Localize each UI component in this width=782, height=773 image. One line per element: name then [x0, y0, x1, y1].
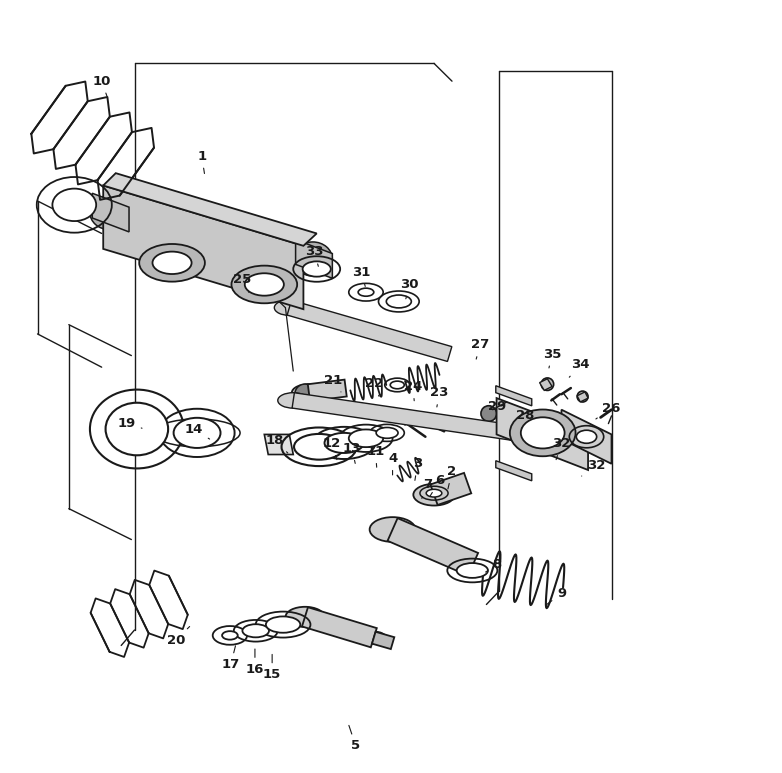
Ellipse shape — [294, 434, 344, 460]
Polygon shape — [497, 398, 588, 470]
Text: 9: 9 — [546, 587, 566, 605]
Polygon shape — [92, 193, 129, 232]
Ellipse shape — [349, 430, 383, 447]
Ellipse shape — [358, 288, 374, 296]
Text: 22: 22 — [364, 377, 383, 397]
Text: 21: 21 — [324, 374, 343, 392]
Text: 30: 30 — [400, 278, 419, 299]
Circle shape — [282, 266, 294, 278]
Text: 26: 26 — [596, 402, 621, 419]
Ellipse shape — [414, 484, 454, 506]
Ellipse shape — [274, 300, 304, 315]
Polygon shape — [496, 461, 532, 481]
Polygon shape — [540, 379, 552, 390]
Ellipse shape — [106, 403, 168, 455]
Text: 35: 35 — [543, 348, 561, 368]
Text: 24: 24 — [404, 380, 422, 400]
Text: 18: 18 — [265, 434, 288, 453]
Polygon shape — [103, 186, 303, 309]
Circle shape — [541, 378, 554, 390]
Circle shape — [120, 196, 133, 209]
Polygon shape — [296, 240, 332, 278]
Ellipse shape — [139, 244, 205, 281]
Text: 16: 16 — [246, 649, 264, 676]
Text: 17: 17 — [221, 645, 240, 671]
Ellipse shape — [303, 261, 331, 277]
Ellipse shape — [285, 607, 325, 627]
Polygon shape — [561, 410, 612, 464]
Text: 19: 19 — [117, 417, 142, 430]
Polygon shape — [308, 380, 346, 401]
Text: 28: 28 — [516, 410, 535, 429]
Ellipse shape — [231, 266, 297, 303]
Text: 2: 2 — [447, 465, 457, 489]
Text: 23: 23 — [430, 386, 449, 407]
Polygon shape — [103, 173, 317, 246]
Text: 3: 3 — [413, 458, 422, 480]
Ellipse shape — [390, 381, 404, 389]
Text: 12: 12 — [322, 438, 341, 460]
Polygon shape — [292, 393, 515, 441]
Text: 32: 32 — [582, 459, 605, 476]
Text: 25: 25 — [233, 274, 252, 292]
Text: 34: 34 — [569, 359, 590, 377]
Text: 31: 31 — [352, 266, 371, 287]
Text: 27: 27 — [471, 339, 490, 359]
Text: 20: 20 — [167, 627, 189, 646]
Ellipse shape — [278, 393, 309, 408]
Text: 33: 33 — [305, 246, 324, 267]
Ellipse shape — [325, 433, 364, 453]
Text: 10: 10 — [92, 75, 111, 97]
Text: 11: 11 — [366, 445, 385, 467]
Ellipse shape — [362, 632, 386, 644]
Text: 5: 5 — [349, 725, 361, 752]
Polygon shape — [496, 386, 532, 406]
Ellipse shape — [242, 624, 269, 637]
Text: 4: 4 — [388, 452, 397, 475]
Text: 1: 1 — [197, 150, 206, 173]
Ellipse shape — [457, 563, 488, 578]
Ellipse shape — [370, 517, 415, 542]
Text: 15: 15 — [263, 655, 282, 681]
Text: 14: 14 — [185, 423, 210, 439]
Polygon shape — [388, 518, 478, 576]
Ellipse shape — [510, 410, 576, 456]
Ellipse shape — [52, 189, 96, 221]
Text: 7: 7 — [421, 478, 432, 499]
Ellipse shape — [245, 273, 284, 296]
Text: 8: 8 — [486, 558, 502, 572]
Ellipse shape — [174, 418, 221, 448]
Ellipse shape — [222, 631, 238, 639]
Circle shape — [120, 224, 133, 237]
Ellipse shape — [90, 196, 129, 230]
Polygon shape — [287, 300, 452, 362]
Text: 6: 6 — [430, 475, 444, 496]
Ellipse shape — [152, 252, 192, 274]
Polygon shape — [264, 434, 293, 455]
Text: 32: 32 — [552, 438, 571, 460]
Polygon shape — [430, 473, 472, 505]
Text: 29: 29 — [488, 400, 507, 419]
Circle shape — [577, 391, 588, 402]
Text: 13: 13 — [343, 442, 361, 463]
Ellipse shape — [386, 295, 411, 308]
Circle shape — [282, 237, 294, 250]
Polygon shape — [372, 632, 394, 649]
Polygon shape — [302, 608, 377, 647]
Circle shape — [481, 406, 497, 421]
Ellipse shape — [292, 384, 326, 401]
Circle shape — [295, 384, 315, 404]
Polygon shape — [577, 392, 588, 402]
Ellipse shape — [576, 431, 597, 443]
Ellipse shape — [426, 489, 442, 497]
Ellipse shape — [376, 427, 398, 438]
Ellipse shape — [521, 417, 565, 448]
Ellipse shape — [293, 242, 332, 276]
Ellipse shape — [266, 616, 300, 633]
